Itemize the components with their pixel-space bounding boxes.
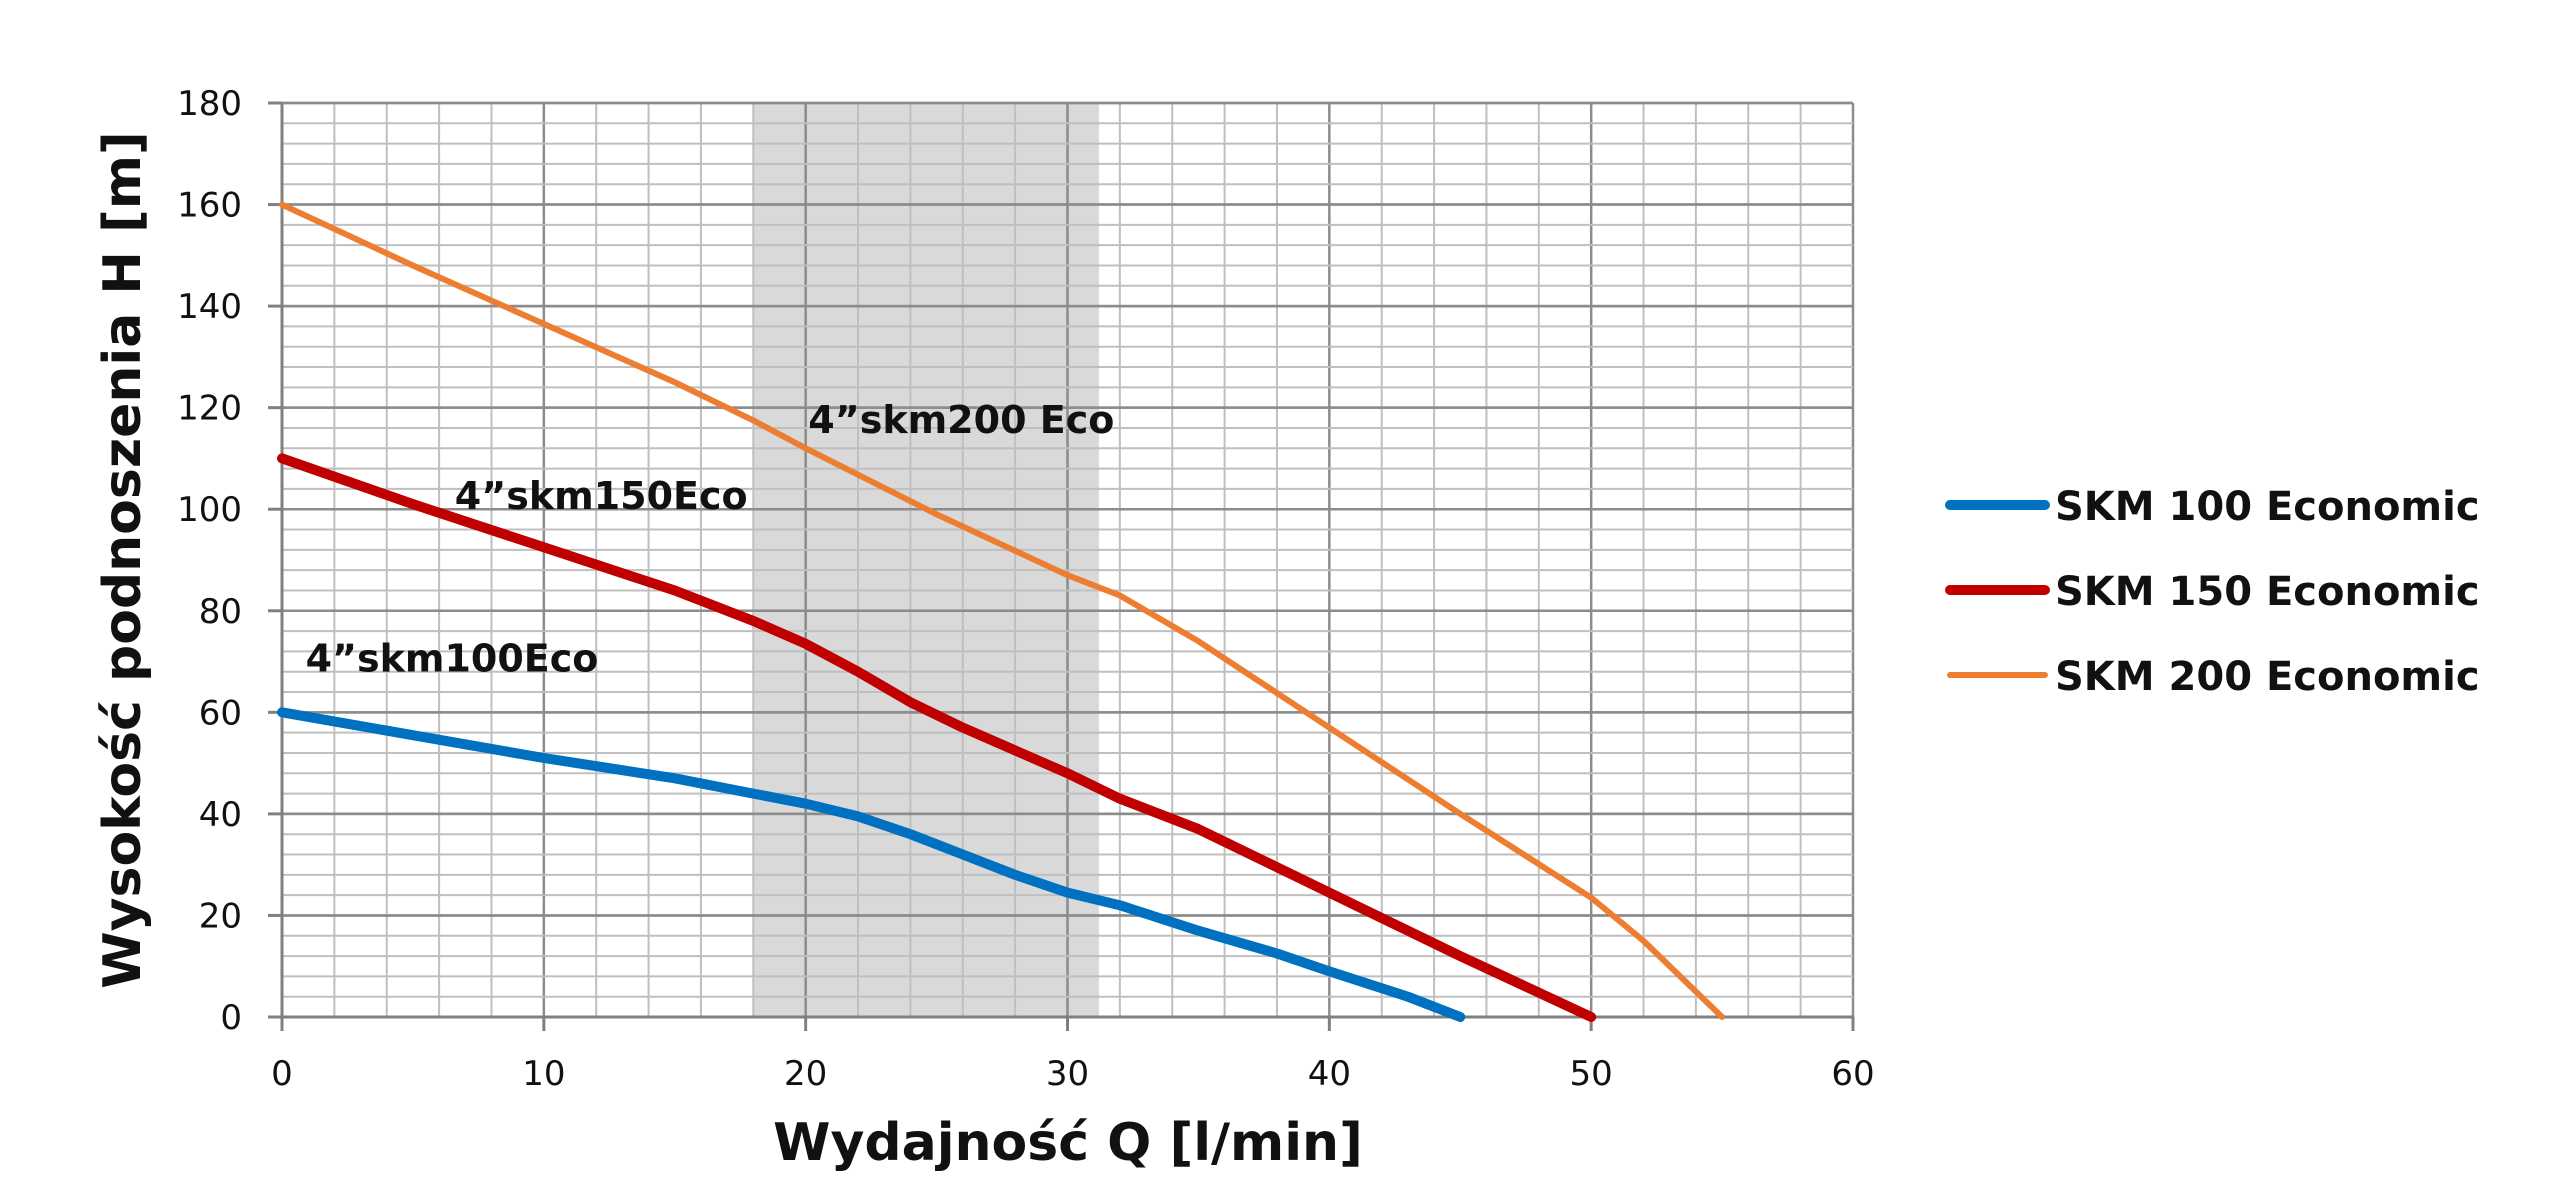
x-tick-label: 50 [1570, 1054, 1613, 1094]
legend-label-3: SKM 200 Economic [2055, 654, 2480, 700]
series [277, 201, 1726, 1022]
y-tick-label: 180 [177, 84, 242, 124]
y-tick-label: 120 [177, 389, 242, 429]
y-tick-label: 40 [199, 795, 242, 835]
annotations: 4”skm100Eco 4”skm150Eco 4”skm200 Eco [306, 398, 1115, 681]
legend: SKM 100 Economic SKM 150 Economic SKM 200 … [1945, 484, 2480, 700]
series-line-3 [279, 201, 1726, 1020]
curve-annotation-1: 4”skm100Eco [306, 637, 599, 681]
y-tick-label: 0 [220, 998, 242, 1038]
x-tick-label: 60 [1831, 1054, 1874, 1094]
y-tick-label: 80 [199, 592, 242, 632]
y-tick-label: 160 [177, 186, 242, 226]
y-tick-label: 60 [199, 693, 242, 733]
x-tick-label: 30 [1046, 1054, 1089, 1094]
curve-annotation-2: 4”skm150Eco [455, 474, 748, 518]
grid [280, 101, 1855, 1019]
x-axis-title: Wydajność Q [l/min] [773, 1113, 1363, 1173]
y-tick-label: 100 [177, 490, 242, 530]
legend-label-1: SKM 100 Economic [2055, 484, 2480, 530]
series-line-1 [277, 707, 1466, 1022]
y-axis-title: Wysokość podnoszenia H [m] [93, 131, 153, 989]
y-tick-label: 20 [199, 896, 242, 936]
x-tick-label: 0 [271, 1054, 293, 1094]
y-tick-label: 140 [177, 287, 242, 327]
curve-annotation-3: 4”skm200 Eco [808, 398, 1114, 442]
x-tick-label: 40 [1308, 1054, 1351, 1094]
x-tick-label: 10 [522, 1054, 565, 1094]
series-line-2 [277, 453, 1597, 1022]
legend-label-2: SKM 150 Economic [2055, 569, 2480, 615]
x-tick-label: 20 [784, 1054, 827, 1094]
